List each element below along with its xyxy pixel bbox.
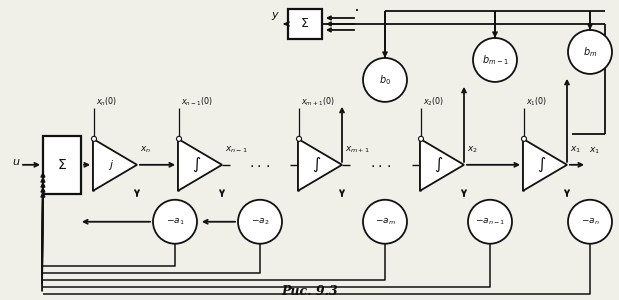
Polygon shape: [523, 139, 567, 191]
Text: $x_n(0)$: $x_n(0)$: [96, 95, 118, 108]
Text: $j$: $j$: [108, 158, 115, 172]
Circle shape: [153, 200, 197, 244]
Circle shape: [568, 200, 612, 244]
Text: $x_1$: $x_1$: [570, 144, 581, 155]
Text: $-a_2$: $-a_2$: [251, 217, 269, 227]
Text: $\int$: $\int$: [537, 156, 546, 174]
Polygon shape: [420, 139, 464, 191]
Text: $x_1$: $x_1$: [589, 145, 600, 156]
FancyBboxPatch shape: [43, 136, 81, 194]
Text: $\int$: $\int$: [312, 156, 321, 174]
Polygon shape: [93, 139, 137, 191]
Circle shape: [238, 200, 282, 244]
Text: $-a_n$: $-a_n$: [581, 217, 599, 227]
Text: $u$: $u$: [12, 157, 20, 167]
Text: $x_2(0)$: $x_2(0)$: [423, 95, 444, 108]
Text: $y$: $y$: [271, 10, 280, 22]
Circle shape: [92, 136, 97, 141]
Circle shape: [568, 30, 612, 74]
Text: $x_{m+1}$: $x_{m+1}$: [345, 144, 370, 155]
Circle shape: [363, 58, 407, 102]
Circle shape: [418, 136, 423, 141]
Text: $\cdot\cdot\cdot$: $\cdot\cdot\cdot$: [249, 158, 271, 172]
Text: $-a_1$: $-a_1$: [166, 217, 184, 227]
Polygon shape: [178, 139, 222, 191]
Text: $x_{n-1}$: $x_{n-1}$: [225, 144, 248, 155]
Text: $\cdot\cdot\cdot$: $\cdot\cdot\cdot$: [370, 158, 392, 172]
Text: $x_{m+1}(0)$: $x_{m+1}(0)$: [301, 95, 335, 108]
Text: $-a_{n-1}$: $-a_{n-1}$: [475, 217, 505, 227]
Text: $b_0$: $b_0$: [379, 73, 391, 87]
Text: $\Sigma$: $\Sigma$: [300, 17, 310, 31]
Circle shape: [468, 200, 512, 244]
Circle shape: [297, 136, 301, 141]
Text: $\int$: $\int$: [434, 156, 443, 174]
Circle shape: [176, 136, 181, 141]
FancyBboxPatch shape: [288, 9, 322, 39]
Circle shape: [521, 136, 527, 141]
Text: $\Sigma$: $\Sigma$: [57, 158, 67, 172]
Text: $-a_m$: $-a_m$: [374, 217, 396, 227]
Text: $\int$: $\int$: [192, 156, 201, 174]
Text: $x_{n-1}(0)$: $x_{n-1}(0)$: [181, 95, 213, 108]
Text: $x_2$: $x_2$: [467, 144, 478, 155]
Text: $x_1(0)$: $x_1(0)$: [526, 95, 547, 108]
Circle shape: [473, 38, 517, 82]
Text: Рис. 9.3: Рис. 9.3: [281, 285, 338, 298]
Circle shape: [363, 200, 407, 244]
Text: $b_{m-1}$: $b_{m-1}$: [482, 53, 508, 67]
Text: $b_m$: $b_m$: [583, 45, 597, 59]
Polygon shape: [298, 139, 342, 191]
Text: $x_n$: $x_n$: [140, 144, 151, 155]
